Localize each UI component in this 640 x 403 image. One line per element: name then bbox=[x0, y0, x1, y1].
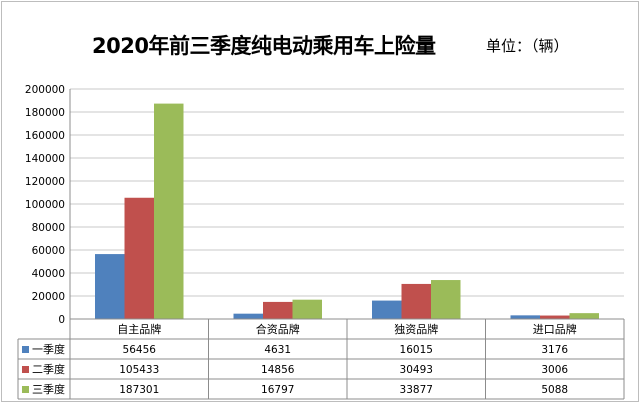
data-label: 56456 bbox=[123, 344, 157, 356]
y-tick-label: 200000 bbox=[25, 84, 65, 96]
data-label: 30493 bbox=[400, 364, 433, 376]
y-tick-label: 40000 bbox=[32, 268, 65, 280]
y-tick-label: 80000 bbox=[32, 222, 65, 234]
bar-2-4 bbox=[540, 315, 570, 319]
y-tick-label: 0 bbox=[58, 314, 65, 326]
bar-2-1 bbox=[124, 197, 154, 319]
legend-label: 二季度 bbox=[32, 362, 65, 376]
bar-3-1 bbox=[154, 103, 184, 319]
legend-key-1 bbox=[22, 346, 29, 353]
title-row: 2020年前三季度纯电动乘用车上险量 单位：（辆） bbox=[0, 30, 640, 64]
x-category-label: 进口品牌 bbox=[533, 322, 577, 336]
data-label: 187301 bbox=[119, 384, 159, 396]
bar-3-4 bbox=[569, 313, 599, 319]
legend-label: 一季度 bbox=[32, 342, 65, 356]
data-label: 4631 bbox=[264, 344, 291, 356]
bar-1-4 bbox=[510, 315, 540, 319]
x-category-label: 独资品牌 bbox=[394, 322, 438, 336]
bar-3-3 bbox=[431, 280, 461, 319]
legend-key-2 bbox=[22, 366, 29, 373]
data-label: 3006 bbox=[541, 364, 568, 376]
data-label: 3176 bbox=[541, 344, 568, 356]
y-tick-label: 160000 bbox=[25, 130, 65, 142]
data-label: 16015 bbox=[400, 344, 433, 356]
y-tick-label: 180000 bbox=[25, 107, 65, 119]
data-label: 105433 bbox=[119, 364, 159, 376]
bar-3-2 bbox=[292, 299, 322, 319]
unit-label: 单位：（辆） bbox=[486, 37, 569, 55]
bar-1-3 bbox=[372, 300, 402, 319]
data-label: 5088 bbox=[541, 384, 568, 396]
chart-title: 2020年前三季度纯电动乘用车上险量 bbox=[92, 34, 436, 58]
bar-1-1 bbox=[95, 254, 125, 319]
bar-2-3 bbox=[401, 283, 431, 319]
data-label: 16797 bbox=[261, 384, 294, 396]
legend-label: 三季度 bbox=[32, 382, 65, 396]
y-tick-label: 20000 bbox=[32, 291, 65, 303]
x-category-label: 自主品牌 bbox=[117, 322, 161, 336]
legend-key-3 bbox=[22, 386, 29, 393]
y-tick-label: 140000 bbox=[25, 153, 65, 165]
x-category-label: 合资品牌 bbox=[256, 322, 300, 336]
bar-1-2 bbox=[233, 313, 263, 319]
y-tick-label: 100000 bbox=[25, 199, 65, 211]
bar-2-2 bbox=[263, 301, 293, 319]
data-label: 33877 bbox=[400, 384, 433, 396]
data-label: 14856 bbox=[261, 364, 295, 376]
y-tick-label: 60000 bbox=[32, 245, 65, 257]
y-tick-label: 120000 bbox=[25, 176, 65, 188]
